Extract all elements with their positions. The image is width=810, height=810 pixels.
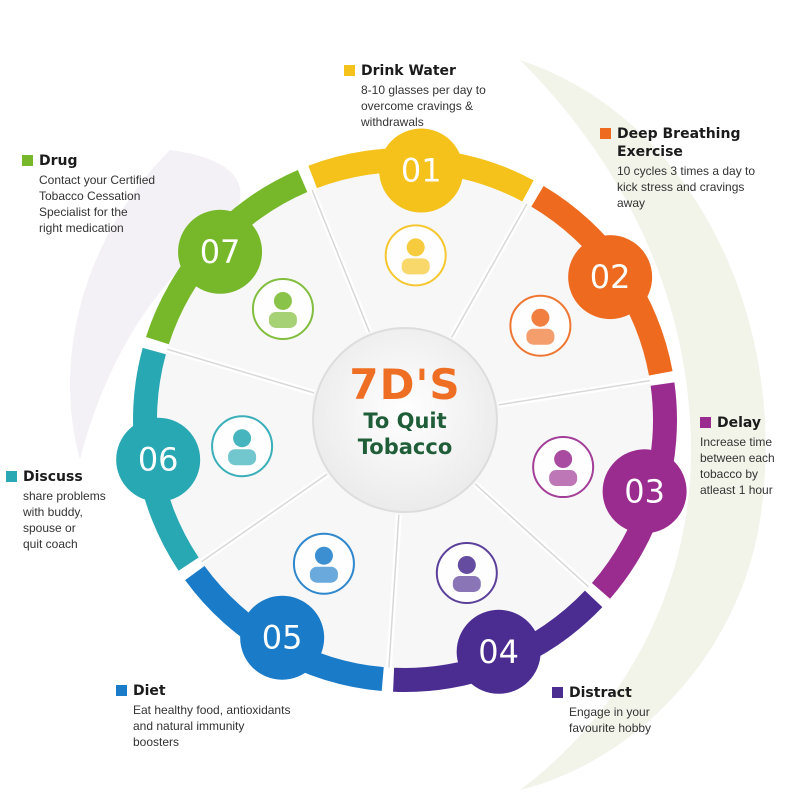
desc-line: Tobacco Cessation <box>39 189 141 203</box>
color-square <box>116 685 127 696</box>
title-line-2: Tobacco <box>357 435 453 459</box>
step-title-line: Exercise <box>617 144 683 160</box>
callout-delay: Delay Increase time between each tobacco… <box>700 414 808 498</box>
number-badge <box>178 209 263 294</box>
desc-line: kick stress and cravings <box>617 180 745 194</box>
step-title: Drug <box>39 153 78 169</box>
head-gears-icon <box>435 541 498 604</box>
desc-line: right medication <box>39 221 124 235</box>
callout-discuss: Discuss share problems with buddy, spous… <box>6 468 136 552</box>
desc-line: and natural immunity <box>133 719 245 733</box>
spoke-line <box>167 348 315 394</box>
step-title: Discuss <box>23 469 83 485</box>
medicines-icon <box>251 277 314 340</box>
desc-line: share problems <box>23 489 106 503</box>
desc-line: atleast 1 hour <box>700 483 773 497</box>
number-badge <box>240 595 325 680</box>
color-square <box>700 417 711 428</box>
desc-line: favourite hobby <box>569 721 652 735</box>
desc-line: spouse or <box>23 521 76 535</box>
desc-line: Contact your Certified <box>39 173 156 187</box>
color-square <box>344 65 355 76</box>
callout-deep-breathing: Deep Breathing Exercise 10 cycles 3 time… <box>600 125 805 211</box>
desc-line: quit coach <box>23 537 78 551</box>
spoke-line <box>498 379 650 406</box>
spoke-line <box>474 483 589 588</box>
background-swirl <box>520 60 766 790</box>
callout-drug: Drug Contact your Certified Tobacco Cess… <box>22 152 222 236</box>
step-number: 04 <box>478 633 519 671</box>
desc-line: between each <box>700 451 775 465</box>
step-title-line: Deep Breathing <box>617 126 741 142</box>
ring-segment <box>133 347 199 571</box>
meditation-icon <box>509 294 572 357</box>
ring-segment <box>308 148 534 202</box>
number-badge <box>116 417 201 502</box>
salad-bowl-icon <box>292 532 355 595</box>
spoke-line <box>451 203 528 338</box>
step-title: Drink Water <box>361 63 456 79</box>
title-line-1: To Quit <box>363 409 447 433</box>
desc-line: away <box>617 196 646 210</box>
step-title: Diet <box>133 683 166 699</box>
callout-drink-water: Drink Water 8-10 glasses per day to over… <box>344 62 544 130</box>
step-number: 05 <box>262 619 303 657</box>
ring-segment <box>393 590 603 693</box>
callout-distract: Distract Engage in your favourite hobby <box>552 684 732 736</box>
desc-line: Engage in your <box>569 705 650 719</box>
color-square <box>6 471 17 482</box>
desc-line: 8-10 glasses per day to <box>361 83 486 97</box>
desc-line: 10 cycles 3 times a day to <box>617 164 756 178</box>
ring-segment <box>145 169 308 345</box>
color-square <box>22 155 33 166</box>
step-number: 03 <box>624 472 665 510</box>
ring-segment <box>185 565 384 692</box>
step-title: Distract <box>569 685 632 701</box>
color-square <box>552 687 563 698</box>
callout-diet: Diet Eat healthy food, antioxidants and … <box>116 682 356 750</box>
center-title: 7D'S To Quit Tobacco <box>330 362 480 460</box>
number-badge <box>602 449 687 534</box>
desc-line: Increase time <box>700 435 773 449</box>
desc-line: withdrawals <box>361 115 424 129</box>
spoke-line <box>201 473 328 563</box>
desc-line: overcome cravings & <box>361 99 474 113</box>
two-people-talking-icon <box>211 415 274 478</box>
step-number: 01 <box>401 152 442 190</box>
step-number: 06 <box>138 441 179 479</box>
desc-line: tobacco by <box>700 467 759 481</box>
step-title: Delay <box>717 415 762 431</box>
ring-segment <box>531 185 673 376</box>
title-main: 7D'S <box>349 360 461 409</box>
center-circle <box>312 327 498 513</box>
number-badge <box>456 609 541 694</box>
desc-line: boosters <box>133 735 180 749</box>
color-square <box>600 128 611 139</box>
spoke-line <box>388 514 400 668</box>
desc-line: Eat healthy food, antioxidants <box>133 703 291 717</box>
desc-line: Specialist for the <box>39 205 128 219</box>
spoke-line <box>311 189 371 333</box>
desc-line: with buddy, <box>23 505 83 519</box>
step-number: 02 <box>590 258 631 296</box>
number-badge <box>568 235 653 320</box>
drinking-person-icon <box>384 224 447 287</box>
number-badge <box>379 128 464 213</box>
alarm-clock-icon <box>532 436 595 499</box>
step-number: 07 <box>200 233 241 271</box>
ring-segment <box>591 382 677 599</box>
